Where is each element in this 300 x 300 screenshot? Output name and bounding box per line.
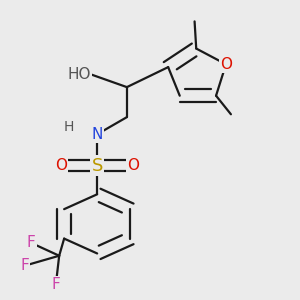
Text: S: S <box>92 157 103 175</box>
Text: F: F <box>27 236 35 250</box>
Text: O: O <box>55 158 67 173</box>
Text: O: O <box>220 57 232 72</box>
Text: HO: HO <box>67 67 91 82</box>
Text: O: O <box>128 158 140 173</box>
Text: H: H <box>64 120 74 134</box>
Text: F: F <box>20 258 29 273</box>
Text: F: F <box>52 277 60 292</box>
Text: N: N <box>92 127 103 142</box>
